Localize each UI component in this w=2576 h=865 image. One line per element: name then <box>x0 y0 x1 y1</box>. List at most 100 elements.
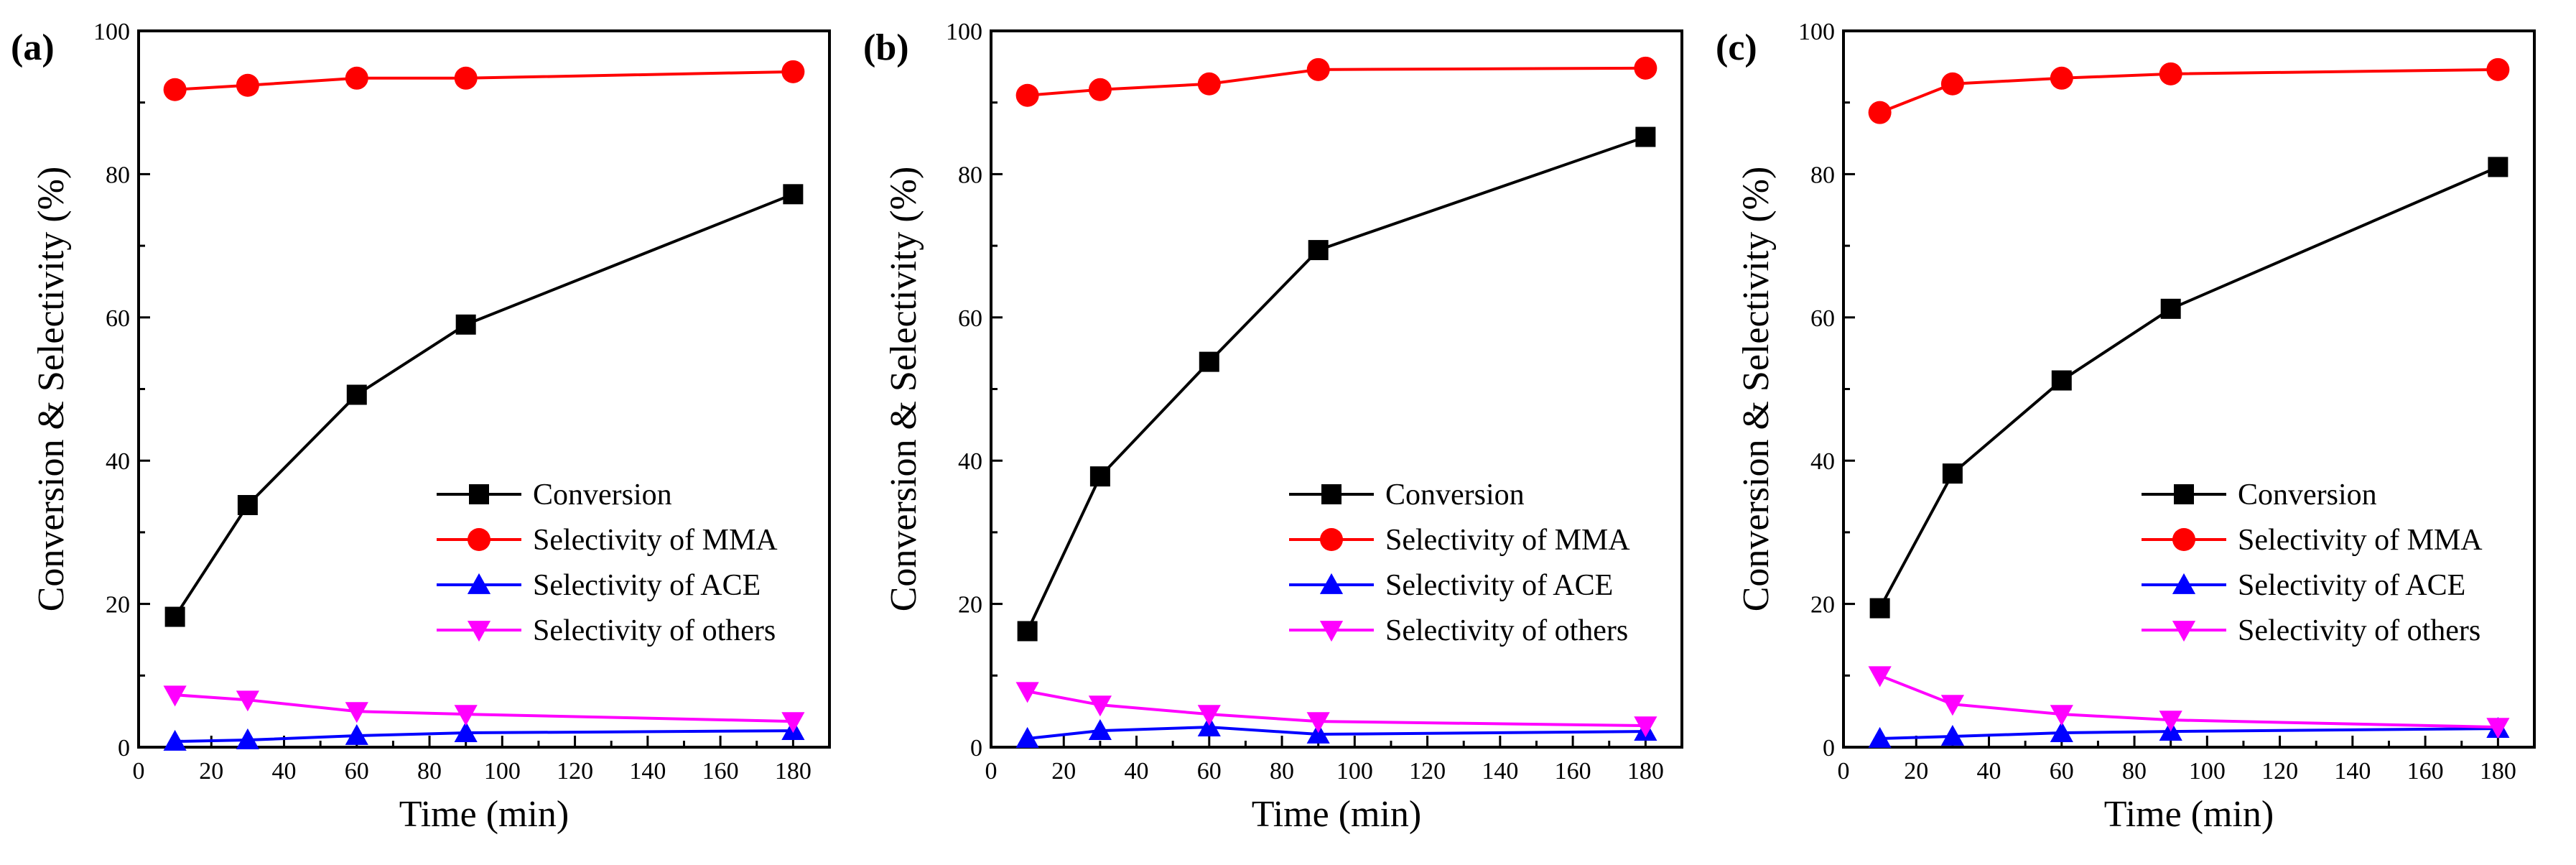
legend-label: Selectivity of ACE <box>1385 569 1613 602</box>
legend-label: Selectivity of others <box>2238 614 2480 647</box>
data-point-4 <box>2050 705 2073 726</box>
data-point-1 <box>1089 466 1110 487</box>
data-point-1 <box>1017 621 1038 642</box>
data-point-2 <box>163 78 187 101</box>
chart-panel-b: 0 20 40 60 80 100 120 140 160 180 0 20 40 60 80 100 Time… <box>863 19 1683 835</box>
data-point-3 <box>1015 726 1039 748</box>
data-point-3 <box>1306 722 1330 744</box>
legend-marker <box>1319 573 1344 594</box>
x-tick-label: 100 <box>2189 758 2226 785</box>
data-point-1 <box>1942 463 1963 484</box>
legend-marker <box>467 573 491 594</box>
data-point-1 <box>2160 298 2181 319</box>
data-point-1 <box>783 184 804 205</box>
data-point-2 <box>1940 72 1964 96</box>
y-tick-label: 100 <box>1798 19 1835 45</box>
series-line-4 <box>1027 690 1646 728</box>
data-point-4 <box>1306 712 1330 734</box>
legend-label: Selectivity of ACE <box>2238 569 2465 602</box>
legend-marker <box>469 484 489 504</box>
x-tick-label: 80 <box>417 758 442 785</box>
data-point-1 <box>346 384 367 405</box>
x-tick-label: 120 <box>1409 758 1446 785</box>
x-tick-label: 120 <box>557 758 593 785</box>
data-point-4 <box>781 712 805 734</box>
data-point-2 <box>236 73 259 97</box>
data-point-2 <box>2050 66 2073 90</box>
y-tick-label: 80 <box>106 162 130 188</box>
data-point-2 <box>1088 78 1112 101</box>
data-point-4 <box>1868 666 1892 688</box>
data-point-2 <box>1306 57 1330 81</box>
y-tick-label: 60 <box>958 305 982 332</box>
legend-label: Selectivity of ACE <box>533 569 761 602</box>
data-point-4 <box>236 690 259 712</box>
legend-marker <box>2172 621 2196 642</box>
x-tick-label: 20 <box>199 758 223 785</box>
legend-label: Selectivity of MMA <box>2238 524 2483 557</box>
x-tick-label: 0 <box>133 758 145 785</box>
data-point-4 <box>1015 682 1039 703</box>
y-axis-title: Conversion & Selectivity (%) <box>31 167 72 612</box>
data-point-1 <box>237 495 258 516</box>
y-tick-label: 40 <box>1810 448 1835 475</box>
y-tick-label: 20 <box>106 592 130 619</box>
x-tick-label: 180 <box>775 758 812 785</box>
legend-marker <box>467 621 491 642</box>
data-point-1 <box>2051 370 2072 391</box>
series-line-3 <box>175 729 794 744</box>
x-tick-label: 100 <box>1336 758 1373 785</box>
panel-label: (a) <box>11 27 55 68</box>
data-point-2 <box>2486 57 2510 81</box>
legend-marker <box>2172 573 2196 594</box>
data-point-2 <box>781 60 805 83</box>
data-point-2 <box>1634 56 1657 80</box>
series-line-2 <box>1027 66 1646 97</box>
data-point-2 <box>1868 101 1892 124</box>
data-point-4 <box>2159 711 2182 732</box>
x-tick-label: 60 <box>345 758 369 785</box>
data-point-4 <box>2486 718 2510 739</box>
legend-label: Selectivity of others <box>533 614 776 647</box>
y-tick-label: 100 <box>93 19 130 45</box>
data-point-3 <box>1197 715 1221 736</box>
series-line-2 <box>1879 68 2498 114</box>
x-tick-label: 160 <box>2407 758 2444 785</box>
series-line-4 <box>175 693 794 723</box>
x-tick-label: 120 <box>2261 758 2298 785</box>
x-tick-label: 40 <box>272 758 297 785</box>
legend-label: Selectivity of MMA <box>533 524 778 557</box>
data-point-4 <box>454 705 478 726</box>
legend-marker <box>1320 528 1343 551</box>
data-point-4 <box>1088 695 1112 717</box>
panel-label: (c) <box>1716 27 1757 68</box>
x-tick-label: 20 <box>1051 758 1076 785</box>
data-point-3 <box>2050 721 2073 742</box>
x-tick-label: 100 <box>484 758 521 785</box>
legend-label: Conversion <box>2238 478 2377 512</box>
x-tick-label: 180 <box>2480 758 2516 785</box>
series-line-3 <box>1027 726 1646 741</box>
data-point-4 <box>1634 716 1657 738</box>
data-point-3 <box>1088 718 1112 740</box>
x-tick-label: 0 <box>1838 758 1850 785</box>
x-tick-label: 0 <box>985 758 998 785</box>
series-line-1 <box>1026 135 1647 632</box>
x-tick-label: 60 <box>2050 758 2074 785</box>
data-point-1 <box>1869 598 1890 619</box>
data-point-3 <box>345 723 368 745</box>
y-tick-label: 60 <box>1810 305 1835 332</box>
data-point-3 <box>454 721 478 742</box>
series-line-3 <box>1879 727 2498 741</box>
legend-label: Conversion <box>1385 478 1525 512</box>
y-axis-title: Conversion & Selectivity (%) <box>1736 167 1777 612</box>
legend-marker <box>2174 484 2194 504</box>
legend-marker <box>468 528 490 551</box>
x-tick-label: 40 <box>1125 758 1149 785</box>
data-point-4 <box>345 702 368 723</box>
chart-panel-a: 0 20 40 60 80 100 120 140 160 180 0 20 40 60 80 100 Time… <box>11 19 831 835</box>
data-point-4 <box>1197 705 1221 726</box>
y-tick-label: 80 <box>1810 162 1835 188</box>
data-point-1 <box>1308 240 1329 261</box>
